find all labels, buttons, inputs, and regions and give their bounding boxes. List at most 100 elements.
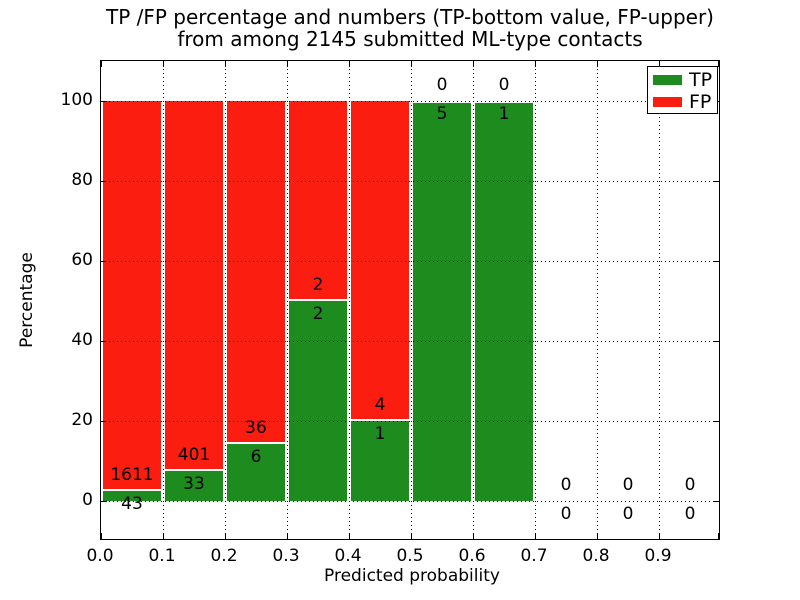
tp-bar-segment bbox=[351, 421, 409, 501]
y-tick-mark bbox=[713, 181, 719, 182]
horizontal-gridline bbox=[101, 261, 719, 262]
horizontal-gridline bbox=[101, 341, 719, 342]
fp-count-label: 401 bbox=[177, 444, 211, 465]
tp-legend-swatch bbox=[653, 75, 682, 85]
x-tick-mark bbox=[411, 61, 412, 67]
vertical-gridline bbox=[473, 61, 474, 539]
tp-bar-segment bbox=[227, 443, 285, 501]
fp-bar-segment bbox=[227, 101, 285, 444]
vertical-gridline bbox=[597, 61, 598, 539]
x-tick-label: 0.4 bbox=[334, 546, 362, 566]
vertical-gridline bbox=[287, 61, 288, 539]
fp-bar-segment bbox=[165, 101, 223, 471]
x-tick-mark bbox=[287, 61, 288, 67]
x-axis-label: Predicted probability bbox=[324, 566, 500, 586]
chart-title-line2: from among 2145 submitted ML-type contac… bbox=[177, 27, 643, 51]
x-tick-mark bbox=[473, 61, 474, 67]
tp-count-label: 5 bbox=[436, 104, 448, 124]
x-tick-mark bbox=[473, 533, 474, 539]
x-tick-mark bbox=[349, 533, 350, 539]
x-tick-label: 0.6 bbox=[458, 546, 486, 566]
x-tick-mark bbox=[287, 533, 288, 539]
x-tick-label: 0.1 bbox=[148, 546, 176, 566]
x-tick-mark bbox=[659, 533, 660, 539]
x-tick-mark bbox=[349, 61, 350, 67]
tp-count-label: 6 bbox=[250, 446, 262, 467]
fp-legend-swatch bbox=[653, 97, 682, 107]
legend-row-fp: FP bbox=[648, 91, 717, 113]
x-tick-label: 0.5 bbox=[396, 546, 424, 566]
fp-bar-segment bbox=[103, 101, 161, 491]
fp-bar-segment bbox=[289, 101, 347, 301]
x-tick-mark bbox=[163, 61, 164, 67]
tp-bar-segment bbox=[413, 101, 471, 501]
fp-count-label: 0 bbox=[560, 475, 572, 495]
y-tick-mark bbox=[713, 261, 719, 262]
y-tick-mark bbox=[101, 261, 107, 262]
x-tick-mark bbox=[101, 61, 102, 67]
y-tick-mark bbox=[713, 501, 719, 502]
x-tick-label: 0.8 bbox=[582, 546, 610, 566]
vertical-gridline bbox=[349, 61, 350, 539]
fp-count-label: 0 bbox=[436, 75, 448, 95]
fp-count-label: 2 bbox=[312, 275, 324, 295]
tp-bar-segment bbox=[289, 301, 347, 501]
horizontal-gridline bbox=[101, 181, 719, 182]
fp-count-label: 36 bbox=[245, 417, 267, 438]
tp-bar-segment bbox=[165, 470, 223, 501]
legend: TP FP bbox=[647, 66, 718, 114]
tp-count-label: 1 bbox=[498, 104, 510, 124]
x-tick-mark bbox=[597, 61, 598, 67]
fp-legend-label: FP bbox=[689, 91, 712, 113]
fp-count-label: 4 bbox=[374, 395, 386, 415]
x-tick-mark bbox=[535, 533, 536, 539]
y-tick-label: 60 bbox=[71, 250, 93, 270]
x-tick-mark bbox=[225, 533, 226, 539]
y-tick-mark bbox=[101, 181, 107, 182]
fp-count-label: 0 bbox=[498, 75, 510, 95]
y-tick-label: 20 bbox=[71, 410, 93, 430]
fp-count-label: 1611 bbox=[110, 464, 154, 485]
y-tick-mark bbox=[101, 421, 107, 422]
horizontal-gridline bbox=[101, 101, 719, 102]
tp-bar-segment bbox=[103, 490, 161, 501]
chart-title: TP /FP percentage and numbers (TP-bottom… bbox=[90, 6, 730, 50]
tp-bar-segment bbox=[475, 101, 533, 501]
tp-count-label: 43 bbox=[121, 493, 143, 514]
tp-count-label: 0 bbox=[560, 504, 572, 524]
y-tick-mark bbox=[713, 341, 719, 342]
x-tick-mark bbox=[163, 533, 164, 539]
x-tick-mark bbox=[597, 533, 598, 539]
y-tick-label: 40 bbox=[71, 330, 93, 350]
tp-count-label: 0 bbox=[622, 504, 634, 524]
tp-count-label: 0 bbox=[684, 504, 696, 524]
x-tick-mark bbox=[225, 61, 226, 67]
fp-count-label: 0 bbox=[622, 475, 634, 495]
legend-row-tp: TP bbox=[648, 69, 717, 91]
x-tick-mark bbox=[535, 61, 536, 67]
x-tick-label: 0.0 bbox=[86, 546, 114, 566]
x-tick-label: 0.3 bbox=[272, 546, 300, 566]
tp-count-label: 33 bbox=[183, 473, 205, 494]
plot-area: TP FP 1611 43 401 33 36 6 2 2 4 1 0 5 0 1 0 0 0 0 0 0 bbox=[100, 60, 720, 540]
chart-title-line1: TP /FP percentage and numbers (TP-bottom… bbox=[106, 5, 714, 29]
vertical-gridline bbox=[163, 61, 164, 539]
y-tick-mark bbox=[101, 341, 107, 342]
vertical-gridline bbox=[225, 61, 226, 539]
y-tick-mark bbox=[101, 501, 107, 502]
y-tick-label: 0 bbox=[82, 490, 93, 510]
tp-legend-label: TP bbox=[689, 69, 713, 91]
x-tick-mark bbox=[718, 61, 719, 67]
x-tick-label: 0.2 bbox=[210, 546, 238, 566]
x-tick-mark bbox=[101, 533, 102, 539]
vertical-gridline bbox=[659, 61, 660, 539]
x-tick-mark bbox=[659, 61, 660, 67]
x-tick-mark bbox=[718, 533, 719, 539]
y-tick-mark bbox=[101, 101, 107, 102]
horizontal-gridline bbox=[101, 501, 719, 502]
x-tick-label: 0.9 bbox=[644, 546, 672, 566]
y-tick-mark bbox=[713, 421, 719, 422]
fp-count-label: 0 bbox=[684, 475, 696, 495]
vertical-gridline bbox=[411, 61, 412, 539]
